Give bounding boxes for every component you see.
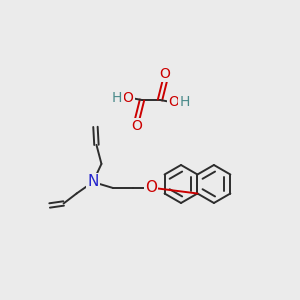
Text: O: O bbox=[160, 67, 170, 81]
Text: H: H bbox=[112, 91, 122, 105]
Text: O: O bbox=[169, 95, 179, 109]
Text: N: N bbox=[87, 175, 99, 190]
Text: H: H bbox=[180, 95, 190, 109]
Text: O: O bbox=[145, 181, 157, 196]
Text: O: O bbox=[123, 91, 134, 105]
Text: O: O bbox=[132, 119, 142, 133]
